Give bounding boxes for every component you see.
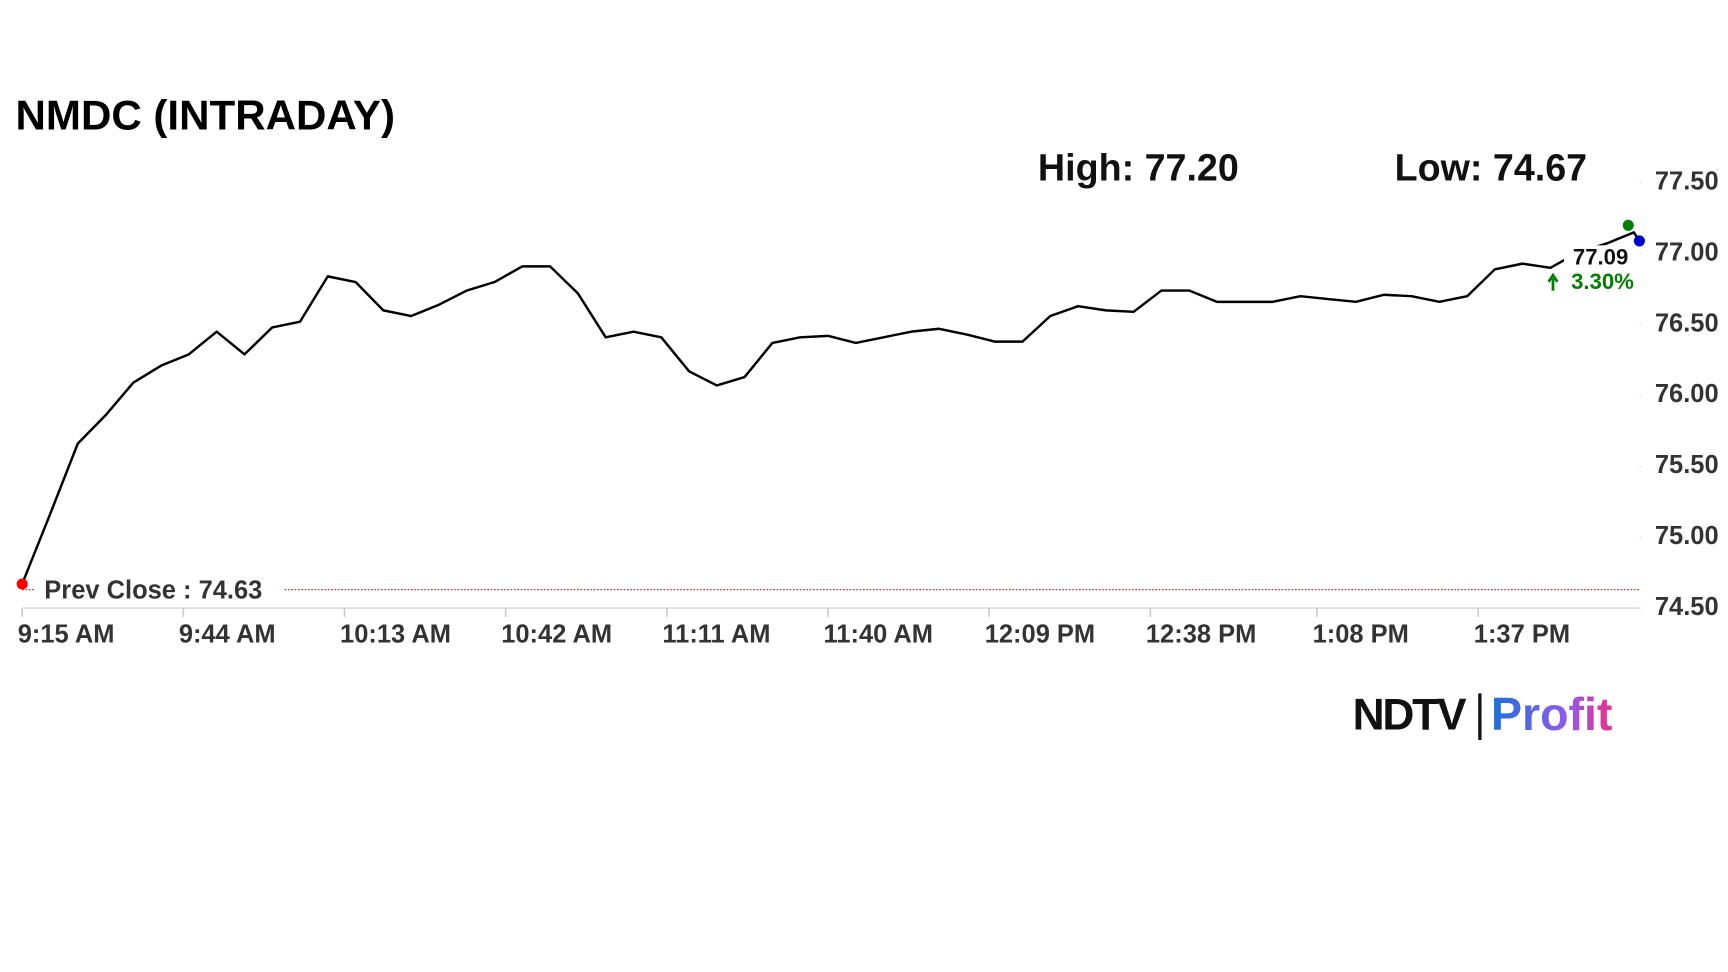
prev-close-bg	[35, 574, 284, 606]
change-arrow	[1547, 272, 1559, 291]
high-marker	[1622, 219, 1634, 231]
x-tick-label: 1:08 PM	[1313, 621, 1409, 649]
change-label: 3.30%	[1571, 269, 1634, 294]
y-tick-label: 77.50	[1655, 168, 1719, 196]
x-tick-label: 11:11 AM	[662, 621, 770, 649]
x-tick-label: 12:09 PM	[985, 621, 1095, 649]
last-marker	[1633, 235, 1645, 247]
high-label: High: 77.20	[1038, 147, 1239, 189]
x-tick-label: 1:37 PM	[1474, 621, 1570, 649]
last-label: 77.09	[1573, 244, 1628, 269]
price-line	[21, 231, 1641, 585]
x-tick-label: 9:15 AM	[18, 621, 115, 649]
x-tick-label: 10:42 AM	[501, 621, 612, 649]
y-tick-label: 75.50	[1655, 451, 1719, 479]
low-marker	[16, 578, 28, 590]
prev-close-label: Prev Close : 74.63	[44, 577, 262, 605]
y-tick-label: 77.00	[1655, 238, 1719, 266]
x-tick-label: 10:13 AM	[340, 621, 451, 649]
y-tick-label: 75.00	[1655, 522, 1719, 550]
x-tick-label: 11:40 AM	[824, 621, 933, 649]
y-tick-label: 76.50	[1655, 309, 1719, 337]
low-label: Low: 74.67	[1395, 147, 1588, 189]
x-tick-label: 9:44 AM	[179, 621, 276, 649]
logo-profit: Profit	[1491, 688, 1612, 740]
y-tick-label: 76.00	[1655, 380, 1719, 408]
y-tick-label: 74.50	[1655, 593, 1719, 621]
logo-ndtv: NDTV	[1353, 690, 1467, 739]
chart-title: NMDC (INTRADAY)	[16, 92, 395, 139]
x-tick-label: 12:38 PM	[1146, 621, 1256, 649]
last-bg	[1564, 245, 1635, 297]
